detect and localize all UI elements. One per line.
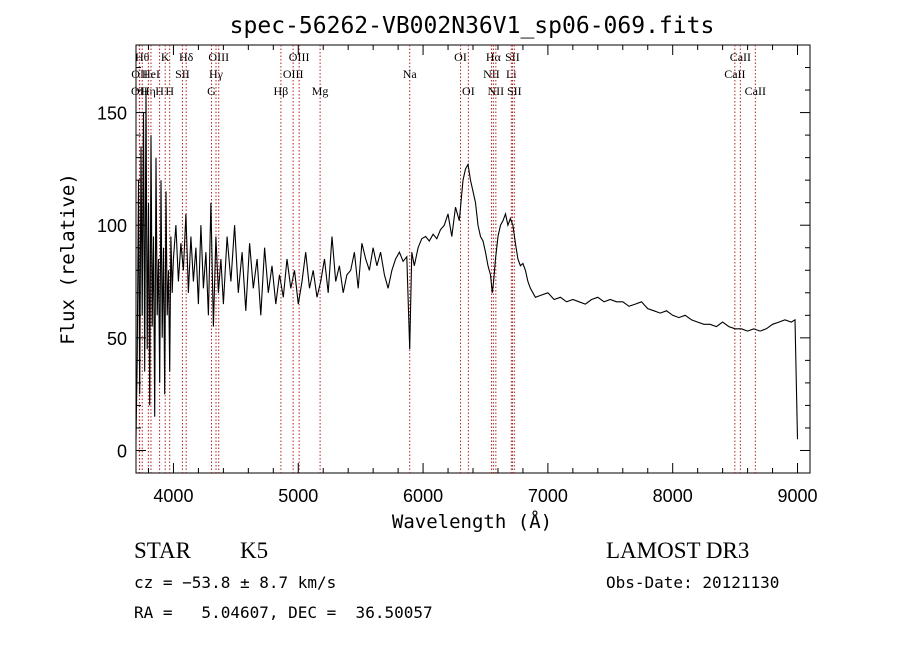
line-label: OIII	[208, 50, 229, 64]
line-label: Hγ	[209, 67, 224, 81]
x-tick-label: 4000	[153, 486, 193, 506]
line-label: Hη	[141, 84, 156, 98]
line-label: SII	[505, 50, 520, 64]
y-tick-label: 150	[97, 104, 127, 124]
x-tick-label: 5000	[278, 486, 318, 506]
spectrum-line	[135, 90, 799, 440]
line-label: OI	[454, 50, 467, 64]
survey-label: LAMOST DR3	[606, 538, 750, 563]
y-tick-label: 0	[117, 441, 127, 461]
redshift-cz: cz = −53.8 ± 8.7 km/s	[134, 573, 337, 592]
x-axis: 4000 5000 6000 7000 8000 9000	[147, 45, 818, 506]
line-label: NII	[483, 67, 500, 81]
object-class: STAR	[134, 538, 191, 563]
x-tick-label: 8000	[653, 486, 693, 506]
x-tick-label: 7000	[528, 486, 568, 506]
line-label: OI	[462, 84, 475, 98]
line-label: H	[165, 84, 174, 98]
line-label: Hβ	[274, 84, 289, 98]
chart-title: spec-56262-VB002N36V1_sp06-069.fits	[230, 13, 715, 39]
line-label: CaII	[730, 50, 751, 64]
line-label: SII	[507, 84, 522, 98]
observation-date: Obs-Date: 20121130	[606, 573, 780, 592]
spectrum-chart: spec-56262-VB002N36V1_sp06-069.fits OII O…	[57, 13, 818, 533]
line-label: H	[155, 84, 164, 98]
line-label: Hα	[486, 50, 502, 64]
line-label: HeI	[142, 67, 160, 81]
y-tick-label: 100	[97, 216, 127, 236]
y-tick-label: 50	[107, 329, 127, 349]
line-label: G	[207, 84, 216, 98]
y-axis: 0 50 100 150	[97, 44, 810, 474]
line-label: Mg	[312, 84, 329, 98]
line-label: CaII	[745, 84, 766, 98]
x-tick-label: 6000	[403, 486, 443, 506]
line-label: OIII	[289, 50, 310, 64]
line-label: Hδ	[179, 50, 194, 64]
ra-dec: RA = 5.04607, DEC = 36.50057	[134, 603, 433, 622]
x-tick-label: 9000	[777, 486, 817, 506]
y-axis-label: Flux (relative)	[57, 173, 79, 345]
line-label: CaII	[724, 67, 745, 81]
line-label: Li	[506, 67, 517, 81]
x-axis-label: Wavelength (Å)	[392, 510, 552, 533]
object-subclass: K5	[240, 538, 269, 563]
line-label: SII	[175, 67, 190, 81]
plot-frame	[135, 44, 811, 474]
line-label: Hθ	[135, 50, 150, 64]
line-label: OIII	[283, 67, 304, 81]
line-label: K	[161, 50, 170, 64]
line-label: OII	[131, 67, 148, 81]
line-label: NII	[488, 84, 505, 98]
line-label: Na	[403, 67, 418, 81]
